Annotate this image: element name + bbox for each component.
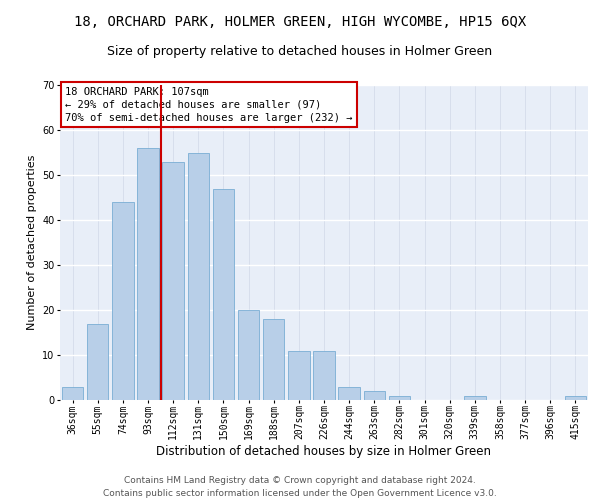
Bar	[238, 310, 259, 400]
Bar	[364, 391, 385, 400]
Bar	[213, 188, 234, 400]
Bar	[188, 152, 209, 400]
Bar	[338, 386, 360, 400]
Text: Contains public sector information licensed under the Open Government Licence v3: Contains public sector information licen…	[103, 488, 497, 498]
Y-axis label: Number of detached properties: Number of detached properties	[26, 155, 37, 330]
Bar	[313, 350, 335, 400]
Bar	[389, 396, 410, 400]
Bar	[565, 396, 586, 400]
Bar	[137, 148, 158, 400]
Bar	[163, 162, 184, 400]
Text: Size of property relative to detached houses in Holmer Green: Size of property relative to detached ho…	[107, 45, 493, 58]
Bar	[87, 324, 109, 400]
Bar	[112, 202, 134, 400]
Text: 18 ORCHARD PARK: 107sqm
← 29% of detached houses are smaller (97)
70% of semi-de: 18 ORCHARD PARK: 107sqm ← 29% of detache…	[65, 86, 353, 123]
Text: 18, ORCHARD PARK, HOLMER GREEN, HIGH WYCOMBE, HP15 6QX: 18, ORCHARD PARK, HOLMER GREEN, HIGH WYC…	[74, 15, 526, 29]
X-axis label: Distribution of detached houses by size in Holmer Green: Distribution of detached houses by size …	[157, 445, 491, 458]
Bar	[263, 319, 284, 400]
Bar	[464, 396, 485, 400]
Bar	[62, 386, 83, 400]
Text: Contains HM Land Registry data © Crown copyright and database right 2024.: Contains HM Land Registry data © Crown c…	[124, 476, 476, 485]
Bar	[288, 350, 310, 400]
